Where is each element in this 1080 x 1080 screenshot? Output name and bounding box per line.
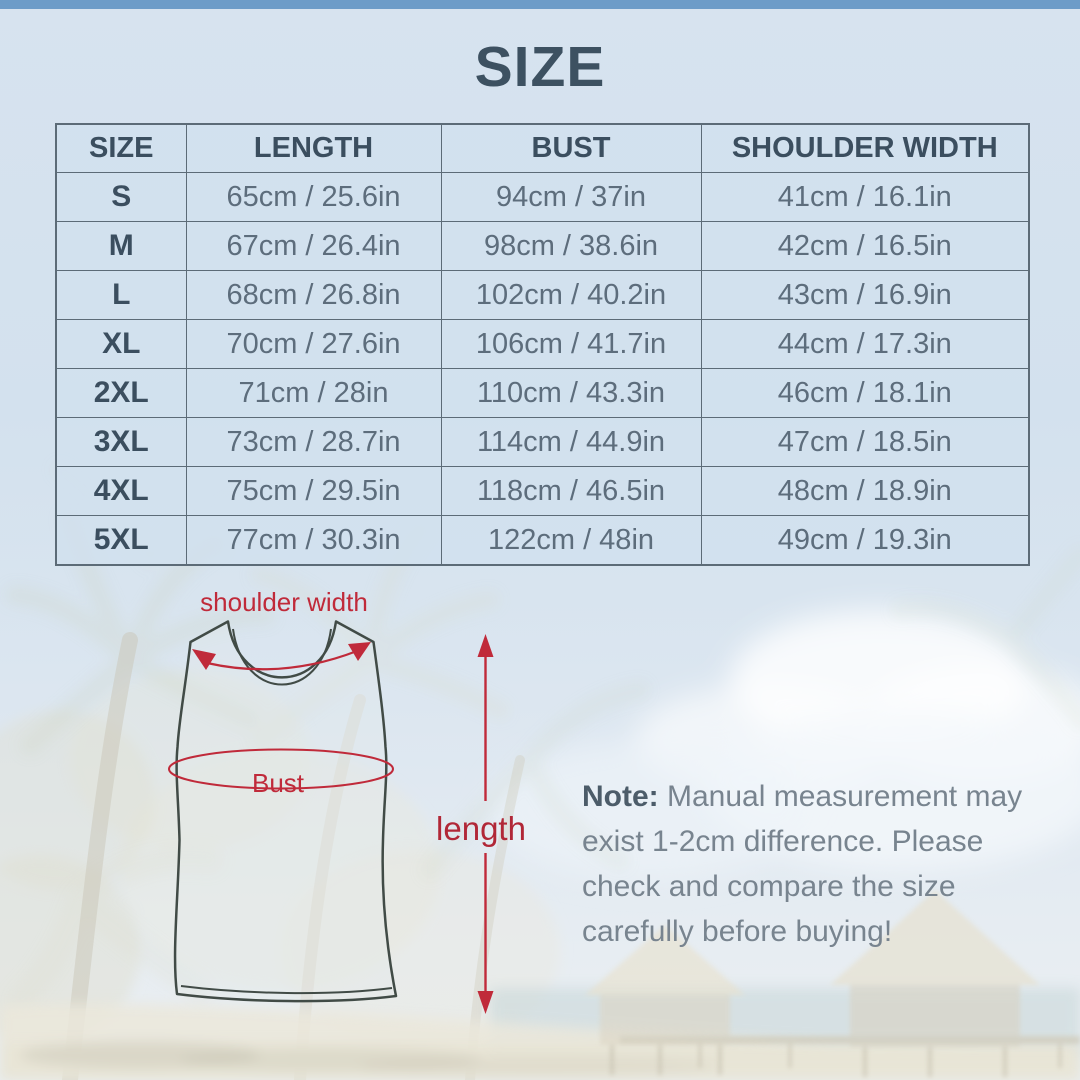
table-row: M 67cm / 26.4in 98cm / 38.6in 42cm / 16.… bbox=[55, 221, 1030, 271]
bust-cell: 122cm / 48in bbox=[440, 515, 702, 566]
bust-cell: 102cm / 40.2in bbox=[440, 270, 702, 320]
bust-cell: 118cm / 46.5in bbox=[440, 466, 702, 516]
size-cell: 3XL bbox=[55, 417, 187, 467]
shoulder-width-label: shoulder width bbox=[200, 587, 368, 617]
background-huts bbox=[585, 890, 1080, 1077]
table-row: 4XL 75cm / 29.5in 118cm / 46.5in 48cm / … bbox=[55, 466, 1030, 516]
column-header-length: LENGTH bbox=[185, 123, 442, 173]
column-header-size: SIZE bbox=[55, 123, 187, 173]
size-cell: L bbox=[55, 270, 187, 320]
note-text: Note: Manual measurement may exist 1-2cm… bbox=[582, 774, 1050, 954]
top-accent-bar bbox=[0, 0, 1080, 9]
bust-cell: 110cm / 43.3in bbox=[440, 368, 702, 418]
shoulder-cell: 42cm / 16.5in bbox=[700, 221, 1030, 271]
size-cell: XL bbox=[55, 319, 187, 369]
background-sand bbox=[0, 1003, 1080, 1080]
column-header-shoulder: SHOULDER WIDTH bbox=[700, 123, 1030, 173]
size-cell: 4XL bbox=[55, 466, 187, 516]
bust-label: Bust bbox=[252, 768, 305, 798]
length-label: length bbox=[436, 810, 526, 847]
shoulder-cell: 49cm / 19.3in bbox=[700, 515, 1030, 566]
shoulder-cell: 41cm / 16.1in bbox=[700, 172, 1030, 222]
size-cell: 5XL bbox=[55, 515, 187, 566]
table-row: 3XL 73cm / 28.7in 114cm / 44.9in 47cm / … bbox=[55, 417, 1030, 467]
length-cell: 75cm / 29.5in bbox=[185, 466, 442, 516]
tank-hem-line bbox=[180, 985, 393, 995]
shoulder-cell: 46cm / 18.1in bbox=[700, 368, 1030, 418]
table-row: S 65cm / 25.6in 94cm / 37in 41cm / 16.1i… bbox=[55, 172, 1030, 222]
tank-top-outline bbox=[173, 620, 398, 1003]
bust-cell: 98cm / 38.6in bbox=[440, 221, 702, 271]
shoulder-cell: 48cm / 18.9in bbox=[700, 466, 1030, 516]
shoulder-cell: 44cm / 17.3in bbox=[700, 319, 1030, 369]
bust-cell: 114cm / 44.9in bbox=[440, 417, 702, 467]
size-table: SIZE LENGTH BUST SHOULDER WIDTH S 65cm /… bbox=[55, 123, 1030, 566]
shoulder-cell: 47cm / 18.5in bbox=[700, 417, 1030, 467]
table-row: L 68cm / 26.8in 102cm / 40.2in 43cm / 16… bbox=[55, 270, 1030, 320]
size-cell: M bbox=[55, 221, 187, 271]
length-cell: 77cm / 30.3in bbox=[185, 515, 442, 566]
length-cell: 65cm / 25.6in bbox=[185, 172, 442, 222]
length-cell: 67cm / 26.4in bbox=[185, 221, 442, 271]
bust-ellipse bbox=[168, 748, 394, 790]
note-label: Note: bbox=[582, 780, 659, 813]
bust-cell: 106cm / 41.7in bbox=[440, 319, 702, 369]
arrowhead-right bbox=[348, 642, 371, 661]
table-row: 2XL 71cm / 28in 110cm / 43.3in 46cm / 18… bbox=[55, 368, 1030, 418]
arrowhead-down bbox=[477, 991, 494, 1014]
shoulder-width-arrow bbox=[206, 649, 358, 671]
bust-cell: 94cm / 37in bbox=[440, 172, 702, 222]
garment-diagram: shoulder width Bust length bbox=[168, 587, 526, 1014]
size-cell: 2XL bbox=[55, 368, 187, 418]
note-body: Manual measurement may exist 1-2cm diffe… bbox=[582, 780, 1023, 948]
length-cell: 71cm / 28in bbox=[185, 368, 442, 418]
tank-neck-binding bbox=[232, 628, 332, 686]
shoulder-cell: 43cm / 16.9in bbox=[700, 270, 1030, 320]
page-title: SIZE bbox=[474, 35, 606, 99]
length-cell: 68cm / 26.8in bbox=[185, 270, 442, 320]
arrowhead-left bbox=[192, 649, 216, 670]
size-cell: S bbox=[55, 172, 187, 222]
table-header-row: SIZE LENGTH BUST SHOULDER WIDTH bbox=[55, 123, 1030, 173]
column-header-bust: BUST bbox=[440, 123, 702, 173]
table-row: 5XL 77cm / 30.3in 122cm / 48in 49cm / 19… bbox=[55, 515, 1030, 566]
table-row: XL 70cm / 27.6in 106cm / 41.7in 44cm / 1… bbox=[55, 319, 1030, 369]
length-cell: 70cm / 27.6in bbox=[185, 319, 442, 369]
background-clouds bbox=[490, 610, 1080, 880]
arrowhead-up bbox=[477, 634, 494, 657]
length-cell: 73cm / 28.7in bbox=[185, 417, 442, 467]
